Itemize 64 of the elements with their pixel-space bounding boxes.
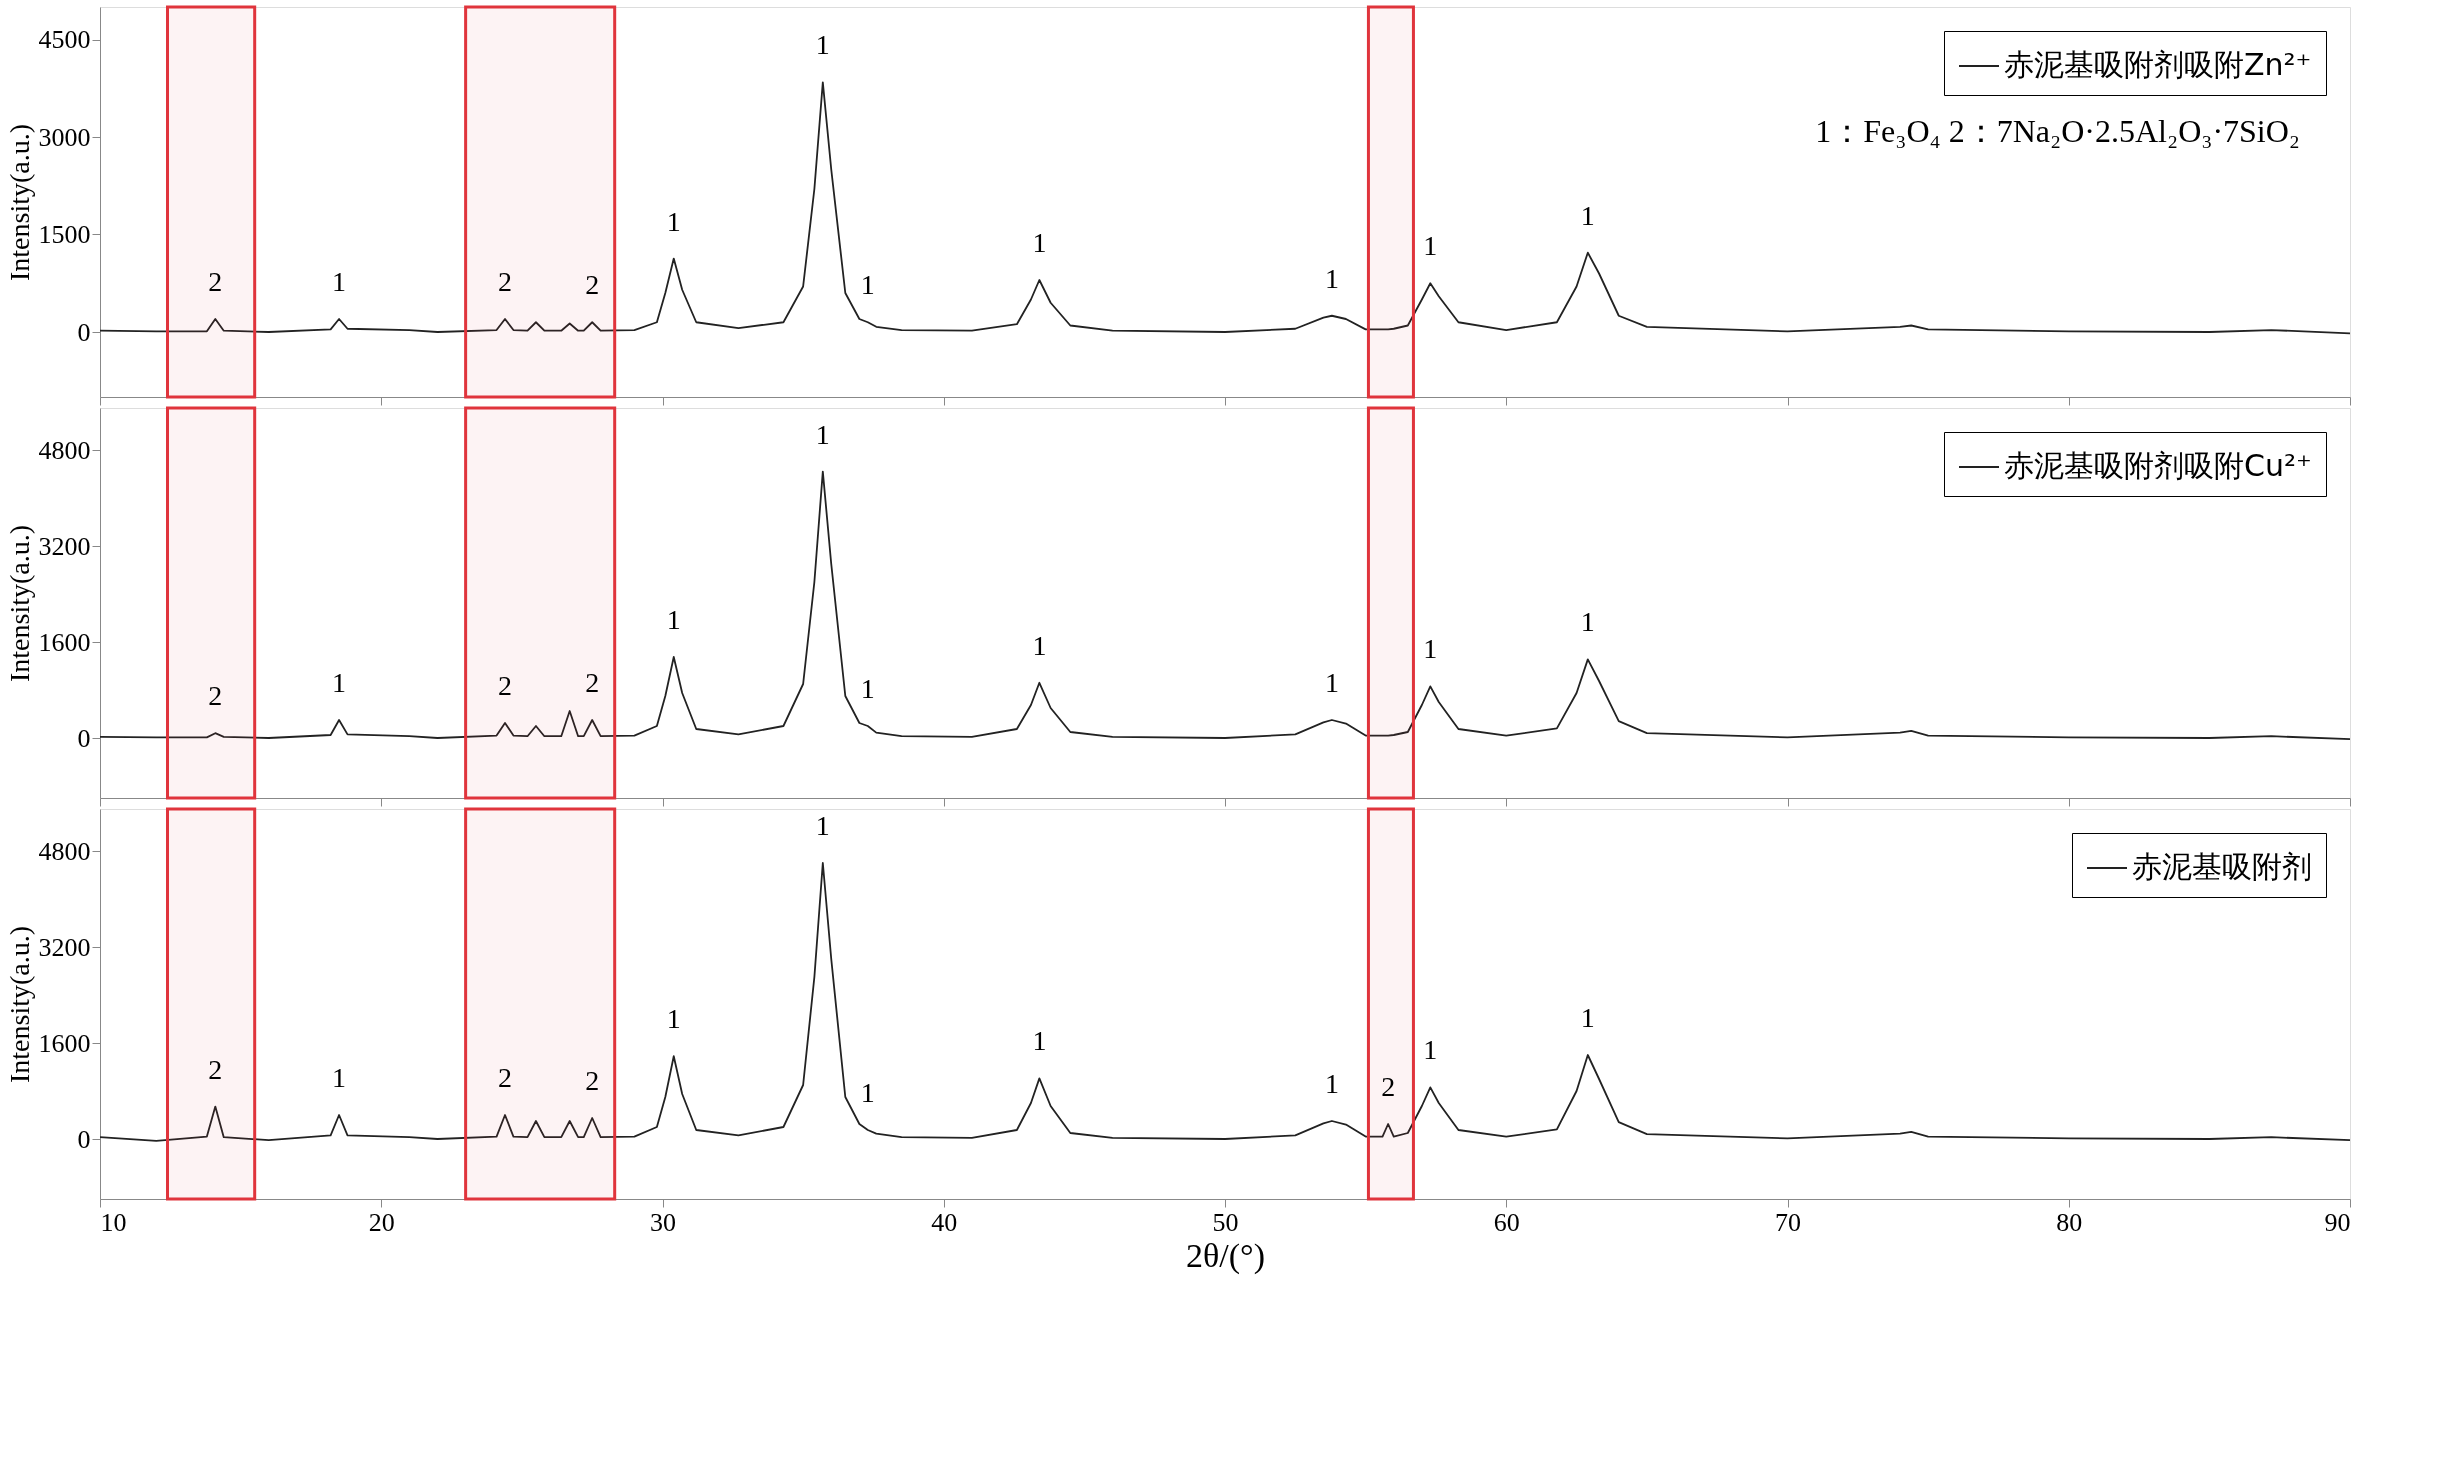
x-tick-label: 70 <box>1775 1207 1801 1237</box>
annotation: 2 <box>585 1065 600 1096</box>
annotation: 1：Fe₃O₄ 2：7Na₂O·2.5Al₂O₃·7SiO₂ <box>1815 113 2300 149</box>
y-tick-label: 0 <box>77 723 91 753</box>
annotation: 1 <box>815 810 830 841</box>
annotation: 1 <box>332 1062 347 1093</box>
y-tick-label: 4800 <box>38 836 91 866</box>
legend-label: 赤泥基吸附剂 <box>2132 849 2312 884</box>
y-tick-label: 4800 <box>38 435 91 465</box>
x-tick-label: 80 <box>2056 1207 2083 1237</box>
annotation: 2 <box>585 667 600 698</box>
y-tick-label: 4500 <box>38 25 91 54</box>
annotation: 2 <box>208 1053 223 1085</box>
annotation: 1 <box>1423 1034 1438 1066</box>
annotation: 1 <box>332 266 347 297</box>
annotation: 1 <box>666 1003 681 1035</box>
annotation: 2 <box>498 670 512 701</box>
annotation: 1 <box>860 269 875 301</box>
annotation: 1 <box>332 667 347 698</box>
annotation: 2 <box>208 266 223 297</box>
annotation: 1 <box>666 205 681 237</box>
annotation: 1 <box>1423 633 1438 665</box>
y-tick-label: 0 <box>77 1124 91 1154</box>
x-tick-label: 20 <box>368 1207 395 1237</box>
annotation: 1 <box>815 29 830 61</box>
x-tick-label: 40 <box>931 1207 958 1237</box>
legend-label: 赤泥基吸附剂吸附Zn²⁺ <box>2004 47 2312 82</box>
annotation: 1 <box>1032 1025 1047 1057</box>
annotation: 1 <box>1580 1002 1595 1033</box>
annotation: 1 <box>1324 262 1339 294</box>
annotation: 1 <box>860 1077 875 1108</box>
y-tick-label: 1600 <box>38 627 91 657</box>
x-tick-label: 60 <box>1493 1207 1520 1237</box>
x-tick-label: 90 <box>2324 1207 2351 1237</box>
annotation: 2 <box>498 1062 512 1093</box>
x-tick-label: 30 <box>650 1207 676 1237</box>
annotation: 1 <box>1324 667 1339 698</box>
annotation: 2 <box>585 269 600 301</box>
legend-label: 赤泥基吸附剂吸附Cu²⁺ <box>2004 448 2312 483</box>
x-axis-title: 2θ/(°) <box>1186 1236 1265 1275</box>
x-tick-label: 50 <box>1212 1207 1239 1237</box>
y-axis-title: Intensity(a.u.) <box>3 524 35 683</box>
annotation: 1 <box>1580 199 1595 231</box>
y-axis-title: Intensity(a.u.) <box>3 925 35 1084</box>
y-tick-label: 3200 <box>38 932 91 962</box>
y-axis-title: Intensity(a.u.) <box>3 123 35 282</box>
y-tick-label: 1500 <box>38 220 91 249</box>
annotation: 1 <box>1032 629 1047 661</box>
annotation: 1 <box>860 673 875 704</box>
annotation: 2 <box>208 680 223 712</box>
annotation: 1 <box>1423 230 1438 262</box>
annotation: 1 <box>666 604 681 635</box>
annotation: 1 <box>1580 606 1595 638</box>
annotation: 1 <box>815 418 830 450</box>
y-tick-label: 0 <box>77 317 91 347</box>
line-series <box>99 81 2351 335</box>
annotation: 2 <box>1381 1071 1396 1102</box>
annotation: 2 <box>498 266 512 297</box>
annotation: 1 <box>1324 1068 1339 1099</box>
x-tick-label: 10 <box>100 1207 127 1237</box>
annotation: 1 <box>1032 227 1047 258</box>
y-tick-label: 1600 <box>38 1028 91 1058</box>
y-tick-label: 3200 <box>38 531 91 561</box>
y-tick-label: 3000 <box>38 122 91 152</box>
